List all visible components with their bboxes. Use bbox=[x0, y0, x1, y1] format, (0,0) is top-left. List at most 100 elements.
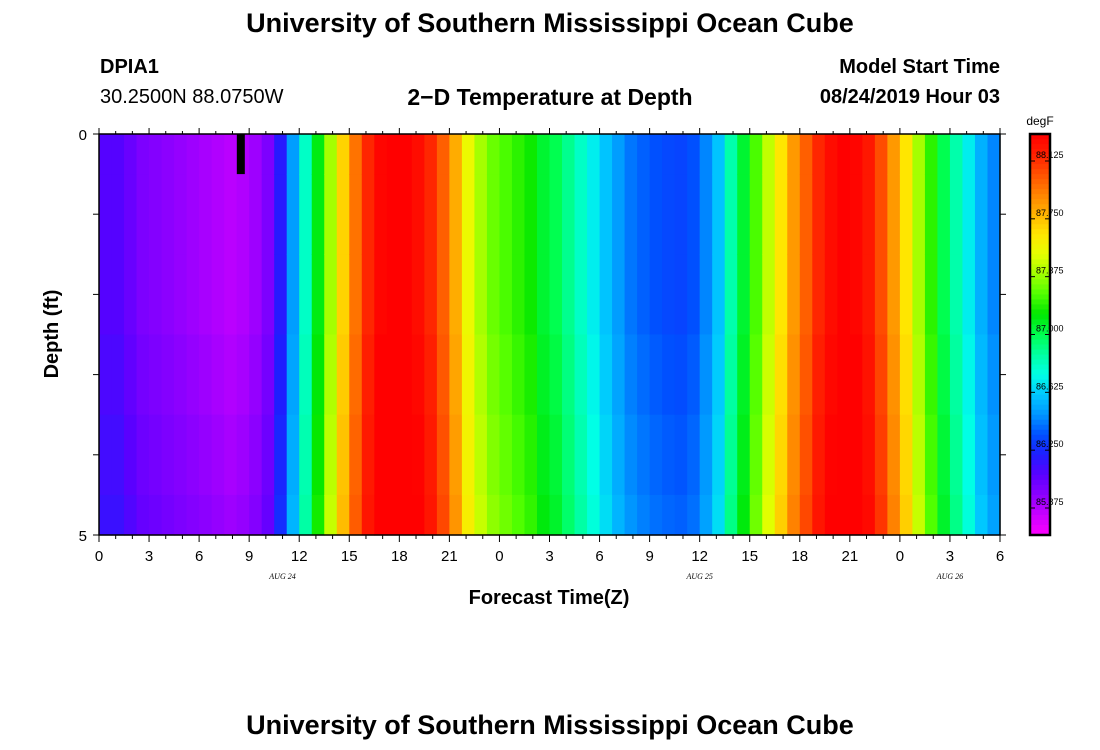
heatmap-cell bbox=[386, 494, 400, 536]
heatmap-cell bbox=[536, 334, 551, 416]
heatmap-cell bbox=[499, 174, 513, 255]
heatmap-cell bbox=[824, 414, 838, 496]
heatmap-cell bbox=[549, 134, 563, 175]
heatmap-cell bbox=[824, 494, 838, 536]
colorbar-segment bbox=[1030, 404, 1050, 411]
heatmap-cell bbox=[224, 494, 238, 536]
heatmap-cell bbox=[787, 134, 801, 175]
heatmap-cell bbox=[124, 414, 138, 496]
heatmap-cell bbox=[887, 334, 901, 416]
heatmap-cell bbox=[624, 414, 638, 496]
heatmap-cell bbox=[712, 414, 726, 496]
heatmap-cell bbox=[599, 254, 613, 336]
heatmap-cell bbox=[849, 174, 863, 255]
heatmap-cell bbox=[374, 334, 388, 416]
colorbar-segment bbox=[1030, 319, 1050, 326]
heatmap-cell bbox=[787, 334, 801, 416]
colorbar-segment bbox=[1030, 184, 1050, 190]
heatmap-cell bbox=[599, 334, 613, 416]
heatmap-cell bbox=[724, 254, 738, 336]
heatmap-cell bbox=[587, 134, 601, 175]
colorbar-segment bbox=[1030, 529, 1050, 536]
y-tick-label: 5 bbox=[79, 528, 87, 545]
x-tick-label: 9 bbox=[645, 548, 653, 565]
heatmap-cell bbox=[549, 174, 563, 255]
heatmap-cell bbox=[411, 134, 425, 175]
colorbar-segment bbox=[1030, 384, 1050, 391]
heatmap-cell bbox=[812, 134, 826, 175]
heatmap-cell bbox=[374, 414, 388, 496]
station-coordinates: 30.2500N 88.0750W bbox=[100, 86, 284, 108]
heatmap-cell bbox=[111, 494, 125, 536]
heatmap-cell bbox=[699, 134, 713, 175]
heatmap-cell bbox=[874, 254, 888, 336]
colorbar-segment bbox=[1030, 474, 1050, 481]
heatmap-cell bbox=[311, 174, 325, 255]
colorbar-segment bbox=[1030, 134, 1050, 140]
colorbar-segment bbox=[1030, 199, 1050, 205]
heatmap-cell bbox=[837, 174, 851, 255]
heatmap-cell bbox=[174, 414, 188, 496]
colorbar-segment bbox=[1030, 259, 1050, 265]
heatmap-cell bbox=[199, 494, 213, 536]
heatmap-cell bbox=[562, 494, 576, 536]
heatmap-cell bbox=[99, 174, 113, 255]
heatmap-cell bbox=[286, 414, 300, 496]
heatmap-cell bbox=[461, 494, 476, 536]
heatmap-cell bbox=[724, 134, 738, 175]
heatmap-cell bbox=[637, 494, 651, 536]
colorbar-segment bbox=[1030, 504, 1050, 511]
heatmap-cell bbox=[99, 334, 113, 416]
heatmap-cell bbox=[274, 414, 288, 496]
heatmap-cell bbox=[987, 254, 1001, 336]
colorbar-segment bbox=[1030, 514, 1050, 521]
heatmap-cell bbox=[799, 174, 813, 255]
heatmap-cell bbox=[924, 414, 939, 496]
colorbar-segment bbox=[1030, 214, 1050, 220]
colorbar-segment bbox=[1030, 389, 1050, 396]
heatmap-cell bbox=[486, 494, 501, 536]
heatmap-cell bbox=[186, 414, 200, 496]
colorbar-segment bbox=[1030, 439, 1050, 446]
heatmap-cell bbox=[99, 414, 113, 496]
heatmap-cell bbox=[249, 334, 263, 416]
heatmap-cell bbox=[436, 334, 450, 416]
heatmap-cell bbox=[812, 254, 826, 336]
heatmap-cell bbox=[324, 174, 338, 255]
heatmap-cell bbox=[299, 414, 313, 496]
heatmap-cell bbox=[349, 494, 363, 536]
heatmap-cell bbox=[974, 254, 989, 336]
heatmap-cell bbox=[449, 174, 463, 255]
heatmap-cell bbox=[286, 254, 300, 336]
colorbar-tick-label: 87.375 bbox=[1036, 266, 1064, 276]
heatmap-cell bbox=[812, 174, 826, 255]
heatmap-cell bbox=[774, 174, 788, 255]
heatmap-cell bbox=[299, 134, 313, 175]
colorbar-units: degF bbox=[1026, 114, 1053, 128]
heatmap-cell bbox=[236, 254, 250, 336]
x-tick-label: 0 bbox=[495, 548, 503, 565]
colorbar-tick-label: 87.750 bbox=[1036, 208, 1064, 218]
heatmap-cell bbox=[687, 414, 701, 496]
heatmap-cell bbox=[637, 134, 651, 175]
heatmap-cell bbox=[399, 414, 413, 496]
heatmap-cell bbox=[799, 334, 813, 416]
colorbar-segment bbox=[1030, 149, 1050, 155]
colorbar-segment bbox=[1030, 234, 1050, 240]
heatmap-cell bbox=[286, 134, 300, 175]
heatmap-cell bbox=[674, 334, 688, 416]
model-start-label: Model Start Time bbox=[839, 56, 1000, 78]
heatmap-cell bbox=[474, 414, 488, 496]
heatmap-cell bbox=[99, 134, 113, 175]
heatmap-cell bbox=[324, 494, 338, 536]
heatmap-cell bbox=[774, 334, 788, 416]
heatmap-cell bbox=[949, 334, 964, 416]
heatmap-cell bbox=[449, 334, 463, 416]
x-tick-label: 18 bbox=[391, 548, 408, 565]
heatmap-cell bbox=[912, 174, 926, 255]
page-title-bottom: University of Southern Mississippi Ocean… bbox=[246, 710, 854, 740]
heatmap-cell bbox=[461, 334, 476, 416]
heatmap-cell bbox=[224, 414, 238, 496]
colorbar-segment bbox=[1030, 174, 1050, 180]
y-tick-label: 0 bbox=[79, 127, 87, 144]
